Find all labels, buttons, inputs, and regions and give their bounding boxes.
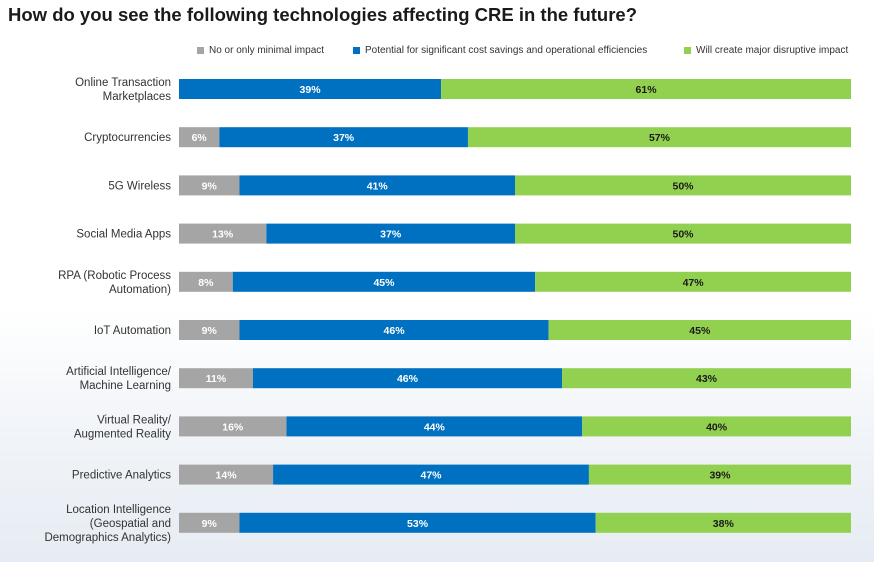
data-label: 44% bbox=[424, 421, 446, 433]
bar-segment bbox=[515, 223, 851, 244]
bar-segment bbox=[179, 512, 240, 533]
bar-segment bbox=[219, 127, 468, 148]
data-label: 45% bbox=[373, 277, 395, 289]
bar-segment bbox=[179, 416, 287, 437]
data-label: 39% bbox=[709, 470, 731, 482]
data-label: 9% bbox=[202, 180, 218, 192]
bar-segment bbox=[179, 175, 240, 196]
data-label: 57% bbox=[649, 132, 671, 144]
data-label: 45% bbox=[689, 325, 711, 337]
bar-segment bbox=[179, 79, 442, 99]
legend-label: Will create major disruptive impact bbox=[696, 45, 849, 56]
data-label: 6% bbox=[192, 132, 208, 144]
data-label: 13% bbox=[212, 229, 234, 241]
legend-swatch bbox=[684, 47, 691, 54]
legend-item: Will create major disruptive impact bbox=[684, 45, 848, 56]
bar-segment bbox=[239, 320, 549, 340]
legend: No or only minimal impact Potential for s… bbox=[0, 45, 874, 59]
data-label: 11% bbox=[206, 373, 227, 385]
bar-segment bbox=[179, 127, 220, 148]
bar-segment bbox=[239, 175, 516, 196]
bar-segment bbox=[562, 368, 851, 389]
category-label: Social Media Apps bbox=[76, 229, 171, 241]
legend-swatch bbox=[197, 47, 204, 54]
category-label: Cryptocurrencies bbox=[84, 132, 171, 144]
data-label: 9% bbox=[202, 518, 218, 530]
bar-segment bbox=[588, 464, 851, 485]
category-label: Virtual Reality/Augmented Reality bbox=[74, 414, 172, 440]
bar-segment bbox=[179, 320, 240, 340]
legend-item: No or only minimal impact bbox=[197, 45, 324, 56]
category-label: RPA (Robotic Process Automation) bbox=[58, 270, 171, 296]
legend-label: No or only minimal impact bbox=[209, 45, 325, 56]
data-label: 37% bbox=[380, 229, 402, 241]
bar-segment bbox=[273, 464, 589, 485]
data-label: 41% bbox=[367, 180, 389, 192]
data-label: 14% bbox=[216, 470, 238, 482]
bar-segment bbox=[232, 271, 536, 292]
bar-segment bbox=[582, 416, 851, 437]
data-label: 37% bbox=[333, 132, 355, 144]
chart-title: How do you see the following technologie… bbox=[8, 4, 638, 25]
bar-segment bbox=[252, 368, 563, 389]
data-label: 46% bbox=[397, 373, 419, 385]
bar-segment bbox=[548, 320, 851, 340]
data-label: 9% bbox=[202, 325, 218, 337]
legend-item: Potential for significant cost savings a… bbox=[353, 45, 647, 56]
bar-segment bbox=[441, 79, 851, 99]
data-label: 46% bbox=[384, 325, 406, 337]
data-label: 47% bbox=[683, 277, 705, 289]
bar-segment bbox=[179, 464, 274, 485]
data-label: 47% bbox=[420, 470, 442, 482]
legend-label: Potential for significant cost savings a… bbox=[365, 45, 648, 56]
data-label: 53% bbox=[407, 518, 429, 530]
category-label: IoT Automation bbox=[94, 325, 171, 337]
legend-swatch bbox=[353, 47, 360, 54]
data-label: 50% bbox=[672, 180, 694, 192]
category-label: Online Transaction Marketplaces bbox=[75, 77, 171, 103]
bar-segment bbox=[467, 127, 851, 148]
data-label: 38% bbox=[713, 518, 735, 530]
bar-segment bbox=[266, 223, 515, 244]
data-label: 61% bbox=[636, 84, 658, 96]
bar-segment bbox=[535, 271, 851, 292]
category-label: Location Intelligence (Geospatial and Demo… bbox=[44, 504, 171, 544]
bar-segment bbox=[595, 512, 851, 533]
data-label: 43% bbox=[696, 373, 718, 385]
data-label: 16% bbox=[222, 421, 244, 433]
bar-segment bbox=[515, 175, 851, 196]
category-label: Artificial Intelligence/Machine Learning bbox=[66, 366, 172, 392]
category-label: 5G Wireless bbox=[108, 180, 171, 192]
bar-segment bbox=[239, 512, 596, 533]
bar-segment bbox=[286, 416, 583, 437]
data-label: 50% bbox=[672, 229, 694, 241]
data-label: 8% bbox=[198, 277, 214, 289]
data-label: 40% bbox=[706, 421, 728, 433]
category-label: Predictive Analytics bbox=[72, 470, 171, 482]
data-label: 39% bbox=[300, 84, 322, 96]
bar-segment bbox=[179, 223, 267, 244]
bar-segment bbox=[179, 368, 253, 389]
bar-segment bbox=[179, 271, 233, 292]
